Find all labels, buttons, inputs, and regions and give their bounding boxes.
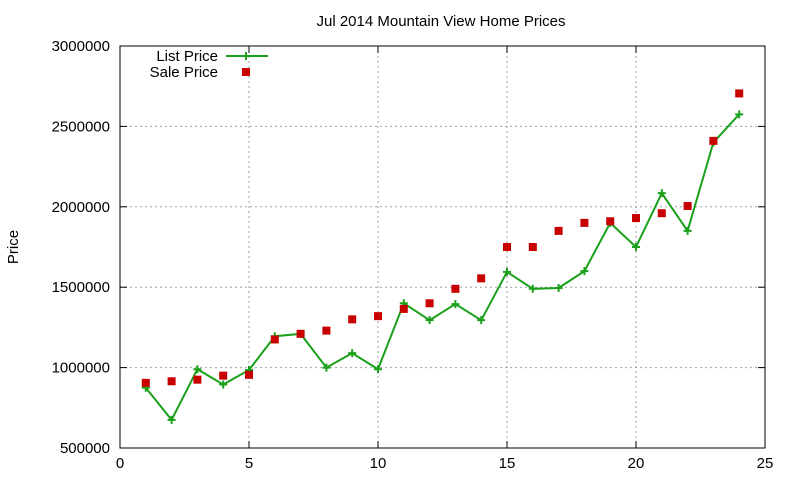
sale-price-point <box>322 326 331 335</box>
sale-price-point <box>606 217 615 226</box>
sale-price-point <box>580 218 589 227</box>
list-price-point <box>528 284 537 293</box>
y-tick-label: 2000000 <box>52 199 110 216</box>
list-price-point <box>683 226 692 235</box>
series-sale-price <box>141 89 744 387</box>
sale-price-point <box>193 375 202 384</box>
y-tick-label: 500000 <box>60 440 110 457</box>
sale-price-point <box>683 201 692 210</box>
plot-frame <box>119 45 766 449</box>
x-tick-label: 0 <box>116 455 124 472</box>
sale-price-point <box>167 377 176 386</box>
series-list-price <box>141 110 744 424</box>
list-price-point <box>374 365 382 374</box>
list-price-point <box>477 316 486 325</box>
x-tick-label: 20 <box>628 455 645 472</box>
series-layer <box>141 89 744 424</box>
sale-price-point <box>425 299 434 308</box>
legend-swatch-square <box>242 68 250 76</box>
list-price-point <box>167 415 176 424</box>
x-tick-label: 25 <box>757 455 774 472</box>
list-price-point <box>503 267 511 276</box>
legend-swatch-marker <box>242 52 250 60</box>
chart-title: Jul 2014 Mountain View Home Prices <box>316 13 565 30</box>
list-price-line <box>145 113 740 422</box>
sale-price-point <box>477 274 486 283</box>
sale-price-point <box>245 370 253 379</box>
legend-label: Sale Price <box>150 64 218 81</box>
list-price-point <box>348 349 357 358</box>
sale-price-point <box>657 209 666 218</box>
sale-price-point <box>554 226 563 235</box>
list-price-point <box>219 380 228 389</box>
sale-price-point <box>141 378 150 387</box>
sale-price-point <box>296 329 305 338</box>
tick-labels: 0 5 10 15 20 25 500000 1000000 1500000 2000000 250… <box>52 38 774 472</box>
sale-price-point <box>399 304 408 313</box>
axes <box>119 45 766 449</box>
list-price-point <box>193 365 202 374</box>
y-tick-label: 1000000 <box>52 360 110 377</box>
x-tick-label: 15 <box>499 455 516 472</box>
list-price-point <box>735 110 744 119</box>
sale-price-point <box>374 312 382 321</box>
sale-price-point <box>219 371 228 380</box>
sale-price-point <box>270 335 279 344</box>
list-price-point <box>657 189 666 198</box>
sale-price-point <box>451 284 460 293</box>
x-tick-label: 5 <box>245 455 253 472</box>
list-price-point <box>554 284 563 293</box>
sale-price-point <box>735 89 744 98</box>
sale-price-point <box>709 136 718 145</box>
y-axis-label: Price <box>5 230 22 264</box>
list-price-point <box>451 300 460 309</box>
list-price-point <box>322 363 331 372</box>
grid <box>120 46 765 448</box>
sale-price-point <box>348 315 357 324</box>
y-tick-label: 3000000 <box>52 38 110 55</box>
list-price-point <box>580 267 589 276</box>
x-tick-label: 10 <box>370 455 387 472</box>
sale-price-point <box>632 214 640 223</box>
legend-label: List Price <box>156 48 218 65</box>
list-price-point <box>425 316 434 325</box>
sale-price-point <box>528 243 537 251</box>
y-tick-label: 2500000 <box>52 118 110 135</box>
sale-price-point <box>503 243 511 251</box>
y-tick-label: 1500000 <box>52 279 110 296</box>
list-price-point <box>632 243 640 251</box>
